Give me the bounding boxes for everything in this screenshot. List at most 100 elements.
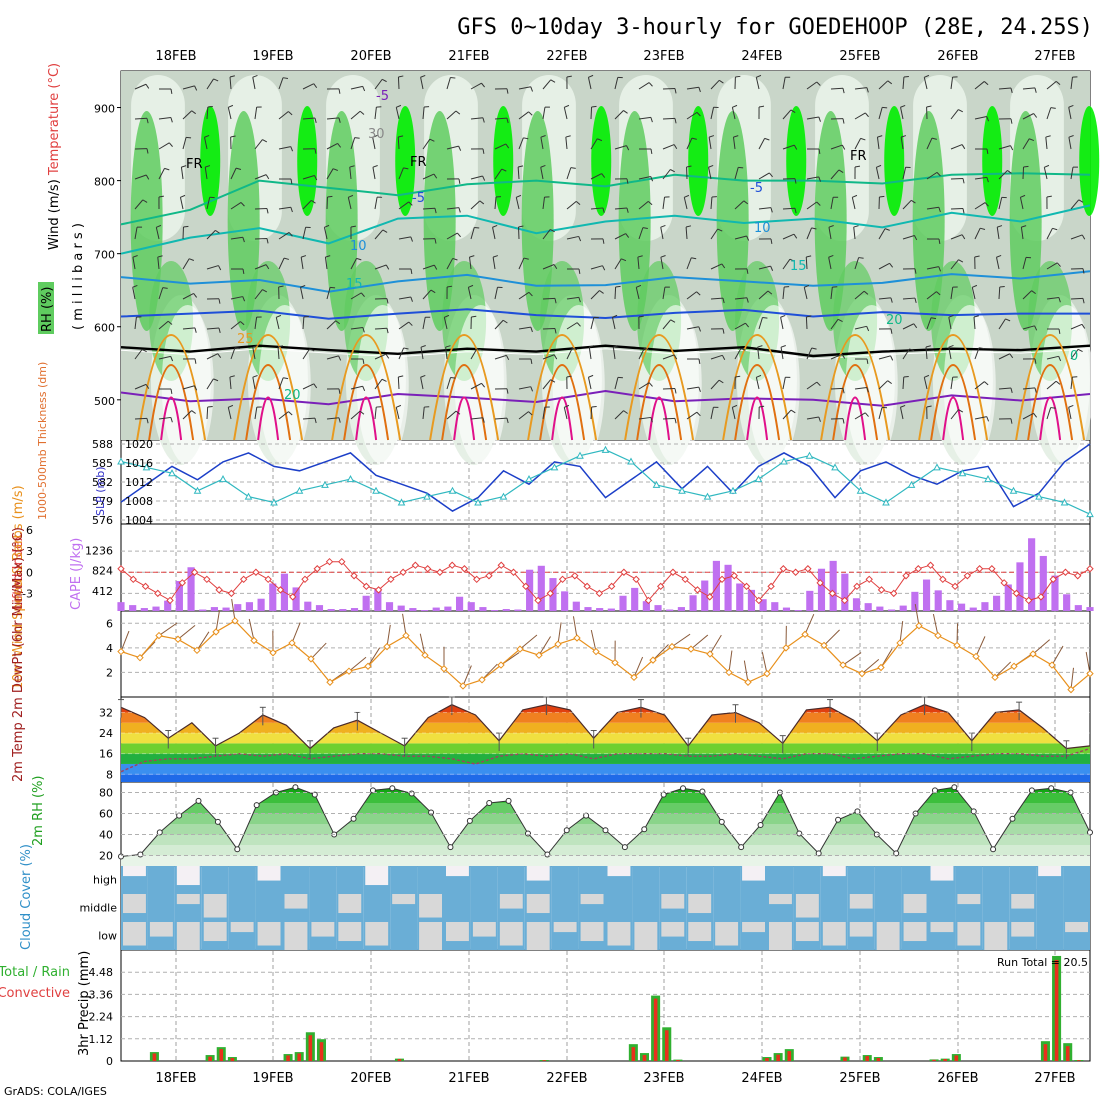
- precip-rain-bar: [653, 998, 658, 1061]
- wind-barb: [638, 116, 651, 120]
- wind-barb: [686, 411, 698, 420]
- wind-barb: [302, 227, 307, 240]
- wind-barb-flag: [841, 354, 846, 359]
- wind-barb: [134, 199, 144, 210]
- cape-bar: [946, 600, 954, 611]
- wind-barb-flag: [818, 176, 821, 182]
- wind-barb-flag: [1082, 268, 1085, 274]
- wind-barb-flag: [673, 144, 678, 150]
- wind-barb-flag: [288, 411, 293, 416]
- cloud-clear-gap: [526, 866, 550, 881]
- lifted-index-marker: [154, 589, 162, 598]
- lifted-index-marker: [914, 565, 922, 573]
- isotherm-label: 20: [886, 313, 903, 328]
- wind-barb-flag: [591, 105, 597, 108]
- lifted-index-marker: [129, 575, 137, 584]
- wind-barb: [923, 377, 928, 390]
- wind-barb: [806, 201, 818, 210]
- wind-speed-marker: [858, 669, 866, 678]
- wind-speed-marker: [307, 655, 315, 663]
- wind-barb: [806, 416, 819, 420]
- wind-barb: [805, 256, 808, 270]
- wind-speed-marker: [535, 651, 543, 659]
- wind-barb-flag: [300, 284, 306, 288]
- wind-barb-flag: [528, 291, 533, 297]
- wind-barb: [446, 377, 452, 390]
- wind-barb-flag: [191, 410, 196, 414]
- surface-wind-barb: [402, 613, 407, 636]
- wind-barb-flag: [842, 418, 845, 424]
- wind-barb: [326, 287, 331, 300]
- wind-barb-flag: [338, 117, 341, 123]
- thickness-marker: [448, 486, 457, 494]
- wind-barb-flag: [457, 232, 461, 238]
- rh-marker: [1048, 785, 1055, 792]
- wind-barb-flag: [458, 207, 461, 213]
- wind-barb-flag: [288, 111, 293, 116]
- surface-wind-barb: [709, 634, 722, 655]
- wind-barb-flag: [290, 146, 294, 152]
- thickness-marker: [627, 457, 635, 465]
- surface-wind-barb: [671, 633, 691, 648]
- wind-barb-flag: [644, 347, 650, 351]
- wind-barb: [686, 386, 699, 390]
- wind-barb: [323, 227, 328, 240]
- wind-barb-flag: [518, 225, 524, 228]
- wind-barb: [278, 411, 289, 420]
- wind-barb: [971, 287, 976, 300]
- wind-barb: [950, 144, 963, 150]
- wind-barb: [254, 207, 268, 210]
- thickness-marker: [754, 475, 763, 483]
- wind-barb-flag: [386, 328, 389, 334]
- wind-barb-flag: [793, 233, 798, 239]
- wind-barb: [923, 77, 928, 90]
- lifted-index-marker: [620, 568, 628, 576]
- cape-bar: [420, 610, 429, 611]
- wind-barb-flag: [252, 344, 258, 348]
- lifted-index-marker: [988, 565, 996, 573]
- cloud-clear-gap: [688, 922, 712, 942]
- lifted-index-marker: [1037, 593, 1045, 601]
- slp-tick-label: 1008: [125, 495, 153, 508]
- surface-wind-barb: [743, 660, 749, 683]
- cape-bar: [654, 605, 662, 611]
- wind-barb-flag: [213, 78, 219, 82]
- wind-barb-flag: [398, 75, 404, 78]
- isotherm-25-dome: [233, 334, 304, 441]
- cape-bar: [117, 602, 125, 611]
- wind-barb: [494, 287, 498, 300]
- wind-barb: [134, 383, 147, 390]
- wind-barb-flag: [430, 289, 436, 294]
- wind-barb-flag: [745, 322, 750, 328]
- surface-wind-barb: [572, 616, 578, 639]
- lifted-index-marker: [939, 575, 947, 584]
- wind-barb: [350, 85, 363, 90]
- wind-barb-flag: [746, 297, 749, 303]
- wind-barb: [782, 207, 796, 210]
- wind-barb-flag: [265, 174, 270, 180]
- wind-barb: [1070, 199, 1080, 210]
- wind-barb: [758, 317, 763, 330]
- wind-barb-flag: [696, 291, 701, 296]
- wind-barb: [782, 109, 792, 120]
- cape-bar: [689, 595, 697, 611]
- wind-barb: [518, 257, 525, 270]
- slp-tick-label: 1020: [125, 438, 153, 451]
- wind-barb-flag: [674, 418, 677, 424]
- cloud-clear-gap: [123, 894, 146, 914]
- precip-rain-bar: [319, 1042, 324, 1061]
- wind-barb: [229, 76, 232, 90]
- wind-barb-flag: [818, 148, 821, 155]
- cloud-cell: [605, 894, 633, 922]
- precip-legend-convective: Convective: [0, 986, 70, 1001]
- wind-barb-flag: [698, 358, 701, 365]
- cloud-row-label: low: [98, 929, 117, 942]
- wind-speed-marker: [820, 641, 828, 650]
- wind-barb-flag: [978, 347, 985, 350]
- wind-barb: [470, 117, 483, 120]
- rh-saturated-region: [395, 106, 416, 216]
- wind-barb-flag: [471, 315, 477, 318]
- surface-wind-barb: [633, 656, 644, 678]
- lifted-index-marker: [693, 586, 702, 594]
